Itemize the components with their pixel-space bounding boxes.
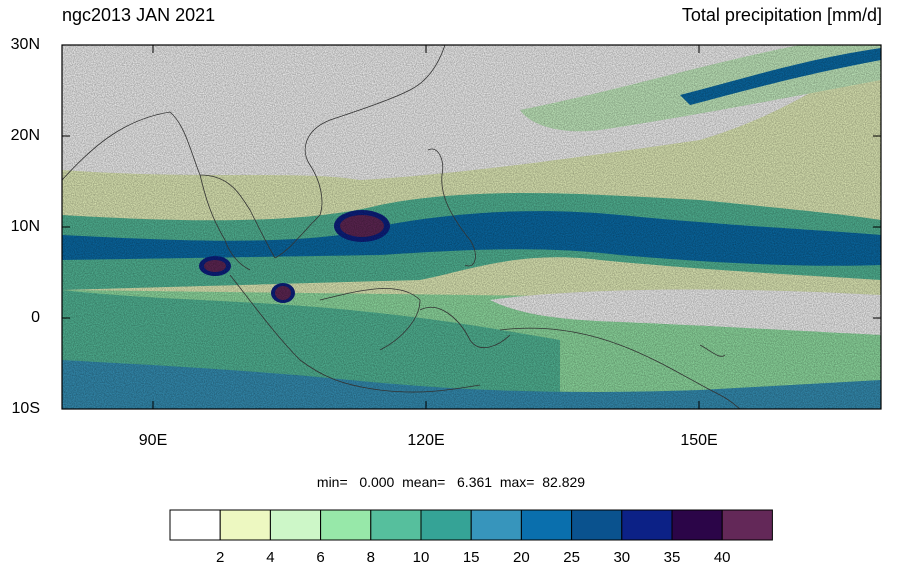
- colorbar-label: 35: [663, 549, 681, 566]
- lat-label-30n: 30N: [10, 36, 40, 53]
- stat-mean-value: 6.361: [457, 474, 493, 490]
- lon-label-150e: 150E: [680, 432, 718, 449]
- colorbar-box: [621, 509, 673, 541]
- colorbar-box: [370, 509, 422, 541]
- colorbar-box: [420, 509, 472, 541]
- colorbar-label: 20: [513, 549, 530, 566]
- stat-min-value: 0.000: [359, 474, 395, 490]
- lat-label-20n: 20N: [10, 127, 40, 144]
- precipitation-map: [61, 44, 882, 410]
- colorbar-box: [470, 509, 522, 541]
- colorbar-box: [671, 509, 723, 541]
- colorbar-label: 6: [316, 549, 325, 566]
- colorbar-label: 25: [563, 549, 580, 566]
- colorbar-box: [219, 509, 271, 541]
- stat-max-value: 82.829: [542, 474, 586, 490]
- colorbar-box: [169, 509, 221, 541]
- colorbar-label: 40: [713, 549, 731, 566]
- lat-label-0: 0: [31, 309, 40, 326]
- precip-field: [62, 45, 881, 409]
- colorbar-label: 8: [366, 549, 375, 566]
- colorbar-label: 2: [216, 549, 225, 566]
- colorbar: [169, 509, 773, 541]
- colorbar-label: 15: [462, 549, 480, 566]
- colorbar-box: [320, 509, 372, 541]
- lat-label-10n: 10N: [10, 218, 40, 235]
- colorbar-label: 30: [613, 549, 631, 566]
- stats-line: min= 0.000 mean= 6.361 max= 82.829: [0, 474, 902, 490]
- colorbar-label: 4: [266, 549, 275, 566]
- colorbar-box: [520, 509, 573, 541]
- colorbar-box: [721, 509, 773, 541]
- colorbar-box: [571, 509, 623, 541]
- lon-label-120e: 120E: [407, 432, 445, 449]
- colorbar-box: [269, 509, 322, 541]
- colorbar-label: 10: [412, 549, 430, 566]
- stat-mean-label: mean=: [402, 474, 446, 490]
- plot-title-right: Total precipitation [mm/d]: [681, 5, 882, 25]
- plot-title-left: ngc2013 JAN 2021: [62, 5, 216, 25]
- lat-label-10s: 10S: [11, 400, 40, 417]
- stat-min-label: min=: [316, 474, 348, 490]
- stat-max-label: max=: [499, 474, 535, 490]
- lon-label-90e: 90E: [138, 432, 168, 449]
